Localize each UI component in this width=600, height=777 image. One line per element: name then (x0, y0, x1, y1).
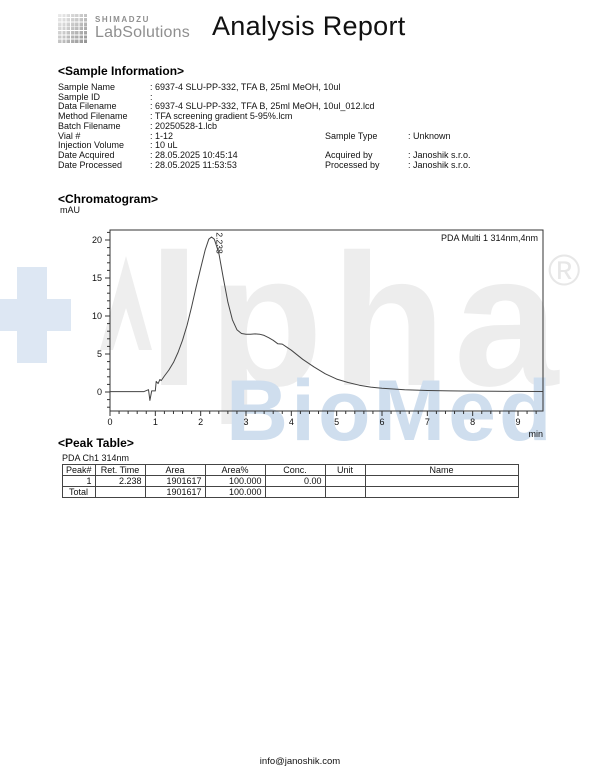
y-axis-unit-label: mAU (60, 205, 80, 215)
sample-info-row: Data Filename : 6937-4 SLU-PP-332, TFA B,… (58, 102, 558, 112)
peak-table-col-header: Area% (204, 464, 266, 476)
peak-table-cell (364, 475, 519, 487)
peak-table-cell (264, 486, 326, 498)
brand-shimadzu: SHIMADZU (95, 15, 151, 24)
peak-table-col-header: Name (364, 464, 519, 476)
chromatogram-plot: 0 1 2 3 4 5 6 7 8 9 0 5 10 15 20 PDA Multi 1 314nm,4nm… (92, 229, 544, 439)
tick-label: 0 (97, 387, 102, 397)
peak-table-cell (324, 486, 366, 498)
field-label: Date Acquired (58, 149, 115, 160)
peak-table-col-header: Conc. (264, 464, 326, 476)
field-value: : 1-12 (150, 130, 174, 141)
peak-table-cell (364, 486, 519, 498)
chromatogram-curve (110, 236, 543, 401)
field-value: : TFA screening gradient 5-95%.lcm (150, 111, 293, 122)
field-value: : Janoshik s.r.o. (408, 159, 471, 170)
peak-table-cell: 0.00 (264, 475, 326, 487)
chromatogram-heading: <Chromatogram> (58, 192, 159, 206)
sample-info-row: Date Acquired : 28.05.2025 10:45:14 Acquir… (58, 149, 558, 161)
field-label: Date Processed (58, 159, 123, 170)
peak-table-header-row: Peak# Ret. Time Area Area% Conc. Unit Name (62, 464, 519, 476)
brand-block: SHIMADZU LabSolutions (95, 15, 190, 41)
sample-info-row: Sample ID: (58, 91, 558, 103)
field-label: Sample ID (58, 91, 101, 102)
peak-table-cell: Total (62, 486, 96, 498)
shimadzu-logo-icon (58, 13, 88, 43)
peak-table-cell: 2.238 (94, 475, 146, 487)
field-label: Sample Name (58, 82, 116, 92)
peak-table-cell: 100.000 (204, 475, 266, 487)
peak-table-heading: <Peak Table> (58, 436, 134, 450)
field-label: Batch Filename (58, 120, 121, 131)
page-title: Analysis Report (212, 11, 406, 41)
tick-label: 8 (470, 417, 475, 427)
table-row: Total 1901617 100.000 (62, 486, 519, 498)
tick-label: 10 (92, 311, 102, 321)
field-value: : 28.05.2025 11:53:53 (150, 159, 237, 170)
sample-information-heading: <Sample Information> (58, 64, 185, 78)
axis-ticks (105, 231, 537, 416)
field-value: : (150, 91, 153, 102)
tick-label: 7 (425, 417, 430, 427)
tick-label: 2 (198, 417, 203, 427)
tick-label: 5 (97, 349, 102, 359)
field-value: : 6937-4 SLU-PP-332, TFA B, 25ml MeOH, 1… (150, 101, 375, 112)
tick-label: 4 (289, 417, 294, 427)
field-value: : Janoshik s.r.o. (408, 149, 471, 160)
peak-table-col-header: Unit (324, 464, 366, 476)
field-value: : 20250528-1.lcb (150, 120, 218, 131)
legend-label: PDA Multi 1 314nm,4nm (441, 233, 538, 243)
brand-labsolutions: LabSolutions (95, 24, 190, 41)
tick-label: 9 (515, 417, 520, 427)
field-label: Method Filename (58, 111, 128, 122)
axis-tick-labels: 0 1 2 3 4 5 6 7 8 9 0 5 10 15 20 (92, 235, 521, 427)
sample-info-row: Batch Filename : 20250528-1.lcb (58, 120, 558, 132)
field-label: Processed by (325, 159, 380, 170)
tick-label: 0 (107, 417, 112, 427)
field-label: Injection Volume (58, 140, 125, 151)
field-label: Data Filename (58, 101, 117, 112)
channel-label: PDA Ch1 314nm (62, 453, 130, 463)
field-value: : 10 uL (150, 140, 178, 151)
plot-frame (109, 229, 544, 412)
tick-label: 1 (153, 417, 158, 427)
tick-label: 20 (92, 235, 102, 245)
sample-info-row: Sample Name : 6937-4 SLU-PP-332, TFA B, 2… (58, 82, 558, 93)
sample-info-row: Injection Volume : 10 uL (58, 140, 558, 151)
tick-label: 15 (92, 273, 102, 283)
tick-label: 5 (334, 417, 339, 427)
field-value: : 28.05.2025 10:45:14 (150, 149, 238, 160)
peak-retention-label: 2.238 (214, 232, 224, 254)
peak-table-cell: 1901617 (144, 475, 206, 487)
field-label: Acquired by (325, 149, 373, 160)
peak-table-cell (94, 486, 146, 498)
sample-info-row: Method Filename : TFA screening gradient … (58, 111, 558, 122)
tick-label: 6 (379, 417, 384, 427)
table-row: 1 2.238 1901617 100.000 0.00 (62, 475, 519, 487)
peak-table: Peak# Ret. Time Area Area% Conc. Unit Name 1 2.… (62, 464, 519, 498)
tick-label: 3 (243, 417, 248, 427)
peak-table-cell (324, 475, 366, 487)
field-label: Vial # (58, 130, 81, 141)
peak-table-cell: 1 (62, 475, 96, 487)
peak-table-cell: 100.000 (204, 486, 266, 498)
x-axis-unit-label: min (528, 429, 543, 439)
sample-information-rows: Sample Name : 6937-4 SLU-PP-332, TFA B, 2… (58, 82, 558, 171)
sample-info-row: Vial # : 1-12 Sample Type : Unknown (58, 130, 558, 142)
peak-table-col-header: Ret. Time (94, 464, 146, 476)
peak-table-cell: 1901617 (144, 486, 206, 498)
field-value: : Unknown (408, 130, 451, 141)
sample-info-row: Date Processed : 28.05.2025 11:53:53 Proce… (58, 159, 558, 171)
field-label: Sample Type (325, 130, 378, 141)
footer-email: info@janoshik.com (259, 756, 341, 767)
peak-table-col-header: Area (144, 464, 206, 476)
peak-table-col-header: Peak# (62, 464, 96, 476)
field-value: : 6937-4 SLU-PP-332, TFA B, 25ml MeOH, 1… (150, 82, 341, 92)
